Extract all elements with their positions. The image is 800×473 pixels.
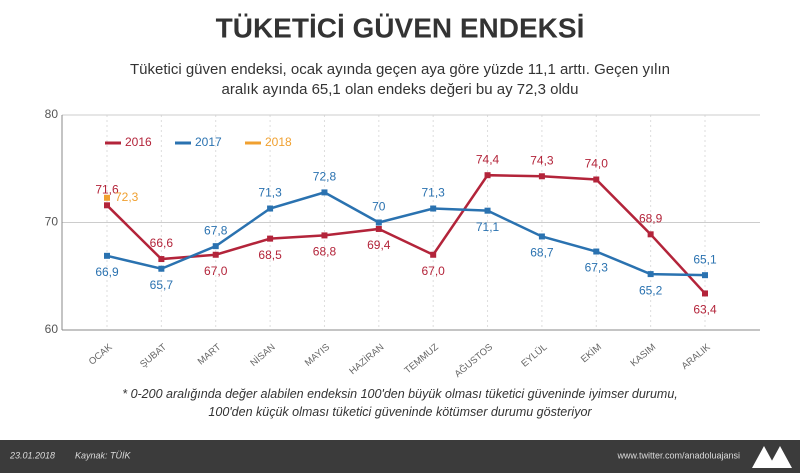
legend-label: 2018: [265, 135, 292, 149]
value-label: 67,3: [585, 261, 609, 275]
point: [702, 290, 708, 297]
point: [158, 256, 165, 263]
legend-label: 2016: [125, 135, 152, 149]
x-tick-label: ARALIK: [680, 341, 713, 372]
x-tick-label: EKİM: [579, 342, 604, 365]
x-tick-label: ŞUBAT: [138, 342, 169, 370]
value-label: 67,0: [422, 264, 446, 278]
point: [321, 232, 328, 239]
value-label: 65,1: [693, 252, 717, 266]
point: [321, 189, 328, 196]
value-label: 71,1: [476, 220, 500, 234]
point: [647, 271, 654, 278]
point: [593, 248, 600, 255]
series-line: [106, 173, 706, 295]
value-label: 71,6: [95, 182, 119, 196]
value-label: 72,8: [313, 170, 337, 184]
point: [267, 205, 274, 212]
point: [484, 207, 491, 214]
value-label: 68,7: [530, 246, 554, 260]
footnote: * 0-200 aralığında değer alabilen endeks…: [122, 387, 678, 419]
point: [212, 251, 219, 258]
point: [158, 265, 165, 272]
value-label: 65,2: [639, 283, 663, 297]
chart-title: TÜKETİCİ GÜVEN ENDEKSİ: [216, 12, 585, 43]
x-tick-label: MART: [196, 342, 224, 368]
series-line: [106, 191, 706, 277]
value-label: 69,4: [367, 238, 391, 252]
value-label: 74,0: [585, 157, 609, 171]
point: [430, 251, 437, 258]
value-label: 63,4: [693, 303, 717, 317]
x-tick-label: MAYIS: [303, 342, 332, 369]
point: [484, 172, 491, 179]
value-label: 70: [372, 200, 386, 214]
y-tick-label: 80: [45, 107, 59, 121]
value-label: 74,4: [476, 152, 500, 166]
point: [267, 235, 274, 242]
source: Kaynak: TÜİK: [75, 450, 132, 460]
value-label: 68,9: [639, 211, 663, 225]
point: [538, 173, 545, 180]
value-label: 67,0: [204, 264, 228, 278]
point: [375, 225, 382, 232]
x-tick-label: TEMMUZ: [403, 342, 441, 377]
x-tick-label: AĞUSTOS: [453, 342, 496, 380]
point: [212, 243, 219, 250]
value-label: 72,3: [115, 190, 139, 204]
x-tick-label: EYLÜL: [519, 342, 549, 370]
point: [104, 202, 110, 209]
date: 23.01.2018: [9, 450, 55, 460]
value-label: 66,6: [150, 236, 174, 250]
value-label: 71,3: [258, 186, 282, 200]
legend-label: 2017: [195, 135, 222, 149]
point: [104, 252, 110, 259]
value-label: 74,3: [530, 153, 554, 167]
point: [375, 219, 382, 226]
website: www.twitter.com/anadoluajansi: [616, 450, 740, 460]
footer-bar: [0, 440, 800, 473]
point: [104, 194, 110, 201]
y-tick-label: 70: [45, 215, 59, 229]
value-label: 65,7: [150, 278, 174, 292]
x-tick-label: OCAK: [87, 341, 115, 367]
subtitle: Tüketici güven endeksi, ocak ayında geçe…: [129, 61, 671, 98]
value-label: 68,5: [258, 248, 282, 262]
point: [702, 272, 708, 279]
point: [430, 205, 437, 212]
value-label: 66,9: [95, 265, 119, 279]
logo: [752, 446, 792, 468]
x-tick-label: KASIM: [628, 342, 658, 369]
point: [647, 231, 654, 238]
y-tick-label: 60: [45, 322, 59, 336]
point: [538, 233, 545, 240]
x-tick-label: HAZİRAN: [347, 342, 386, 377]
x-tick-label: NİSAN: [248, 342, 277, 369]
point: [593, 176, 600, 183]
value-label: 67,8: [204, 223, 228, 237]
value-label: 71,3: [422, 186, 446, 200]
value-label: 68,8: [313, 245, 337, 259]
